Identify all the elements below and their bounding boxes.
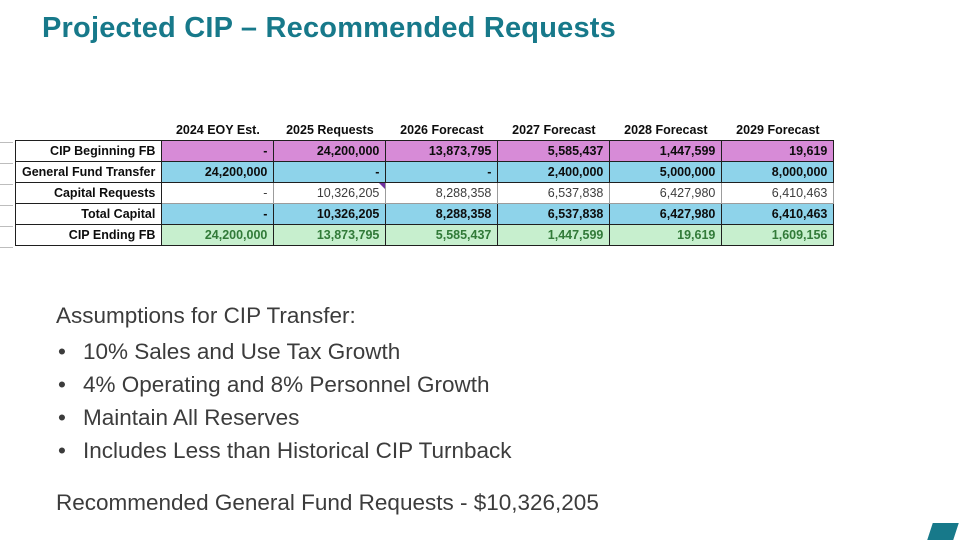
row-label: CIP Beginning FB [14,139,163,162]
table-cell: 6,427,980 [609,202,723,225]
table-cell: 13,873,795 [273,223,387,246]
table-cell: 1,447,599 [497,223,611,246]
corner-decoration [927,523,959,540]
table-cell: 8,288,358 [385,202,499,225]
cell-comment-marker-icon [379,182,386,189]
cip-table: 2024 EOY Est. 2025 Requests 2026 Forecast 2… [14,120,835,246]
table-header-row: 2024 EOY Est. 2025 Requests 2026 Forecast 2… [16,120,834,140]
row-label: Total Capital [14,202,163,225]
table-cell: 10,326,205 [273,181,387,204]
table-cell: - [161,202,275,225]
table-cell: 24,200,000 [273,139,387,162]
table-cell: 8,000,000 [721,160,835,183]
table-cell: 1,447,599 [609,139,723,162]
table-cell: 5,585,437 [497,139,611,162]
table-row: Total Capital -10,326,205 8,288,358 6,537,8… [14,202,835,225]
table-cell: - [161,139,275,162]
assumption-item: 4% Operating and 8% Personnel Growth [56,368,512,401]
assumptions-list: 10% Sales and Use Tax Growth4% Operating… [56,335,512,467]
assumptions-heading: Assumptions for CIP Transfer: [56,303,356,328]
cip-projection-table: 2024 EOY Est. 2025 Requests 2026 Forecast 2… [14,120,835,246]
table-cell: 8,288,358 [385,181,499,204]
table-row: Capital Requests -10,326,205 8,288,358 6,53… [14,181,835,204]
table-cell: 5,000,000 [609,160,723,183]
assumption-item: Includes Less than Historical CIP Turnba… [56,434,512,467]
table-cell: 13,873,795 [385,139,499,162]
page-title: Projected CIP – Recommended Requests [42,12,616,44]
row-label: Capital Requests [14,181,163,204]
column-header-2: 2025 Requests [286,122,374,137]
table-cell: 1,609,156 [721,223,835,246]
table-cell: 19,619 [721,139,835,162]
table-row: CIP Beginning FB -24,200,000 13,873,795 5,5… [14,139,835,162]
assumption-item: Maintain All Reserves [56,401,512,434]
table-cell: 2,400,000 [497,160,611,183]
column-header-1: 2024 EOY Est. [175,122,260,137]
table-cell: 24,200,000 [161,223,275,246]
recommendation-text: Recommended General Fund Requests - $10,… [56,490,599,515]
table-cell: 10,326,205 [273,202,387,225]
left-edge-gridline-artifact [0,142,13,249]
table-cell: 6,537,838 [497,181,611,204]
row-label: CIP Ending FB [14,223,163,246]
table-cell: - [385,160,499,183]
column-header-3: 2026 Forecast [400,122,484,137]
table-cell: 6,410,463 [721,202,835,225]
table-row: General Fund Transfer 24,200,000- -2,400,0… [14,160,835,183]
table-cell: 24,200,000 [161,160,275,183]
table-row: CIP Ending FB 24,200,000 13,873,795 5,585,4… [14,223,835,246]
column-header-4: 2027 Forecast [512,122,596,137]
table-cell: 19,619 [609,223,723,246]
row-label: General Fund Transfer [14,160,163,183]
table-cell: 6,427,980 [609,181,723,204]
assumption-item: 10% Sales and Use Tax Growth [56,335,512,368]
table-cell: 6,410,463 [721,181,835,204]
assumptions-section: Assumptions for CIP Transfer: 10% Sales … [56,299,512,467]
table-cell: - [273,160,387,183]
column-header-6: 2029 Forecast [736,122,820,137]
row-label-header [16,120,162,140]
table-cell: 6,537,838 [497,202,611,225]
column-header-5: 2028 Forecast [624,122,708,137]
table-cell: - [161,181,275,204]
table-cell: 5,585,437 [385,223,499,246]
